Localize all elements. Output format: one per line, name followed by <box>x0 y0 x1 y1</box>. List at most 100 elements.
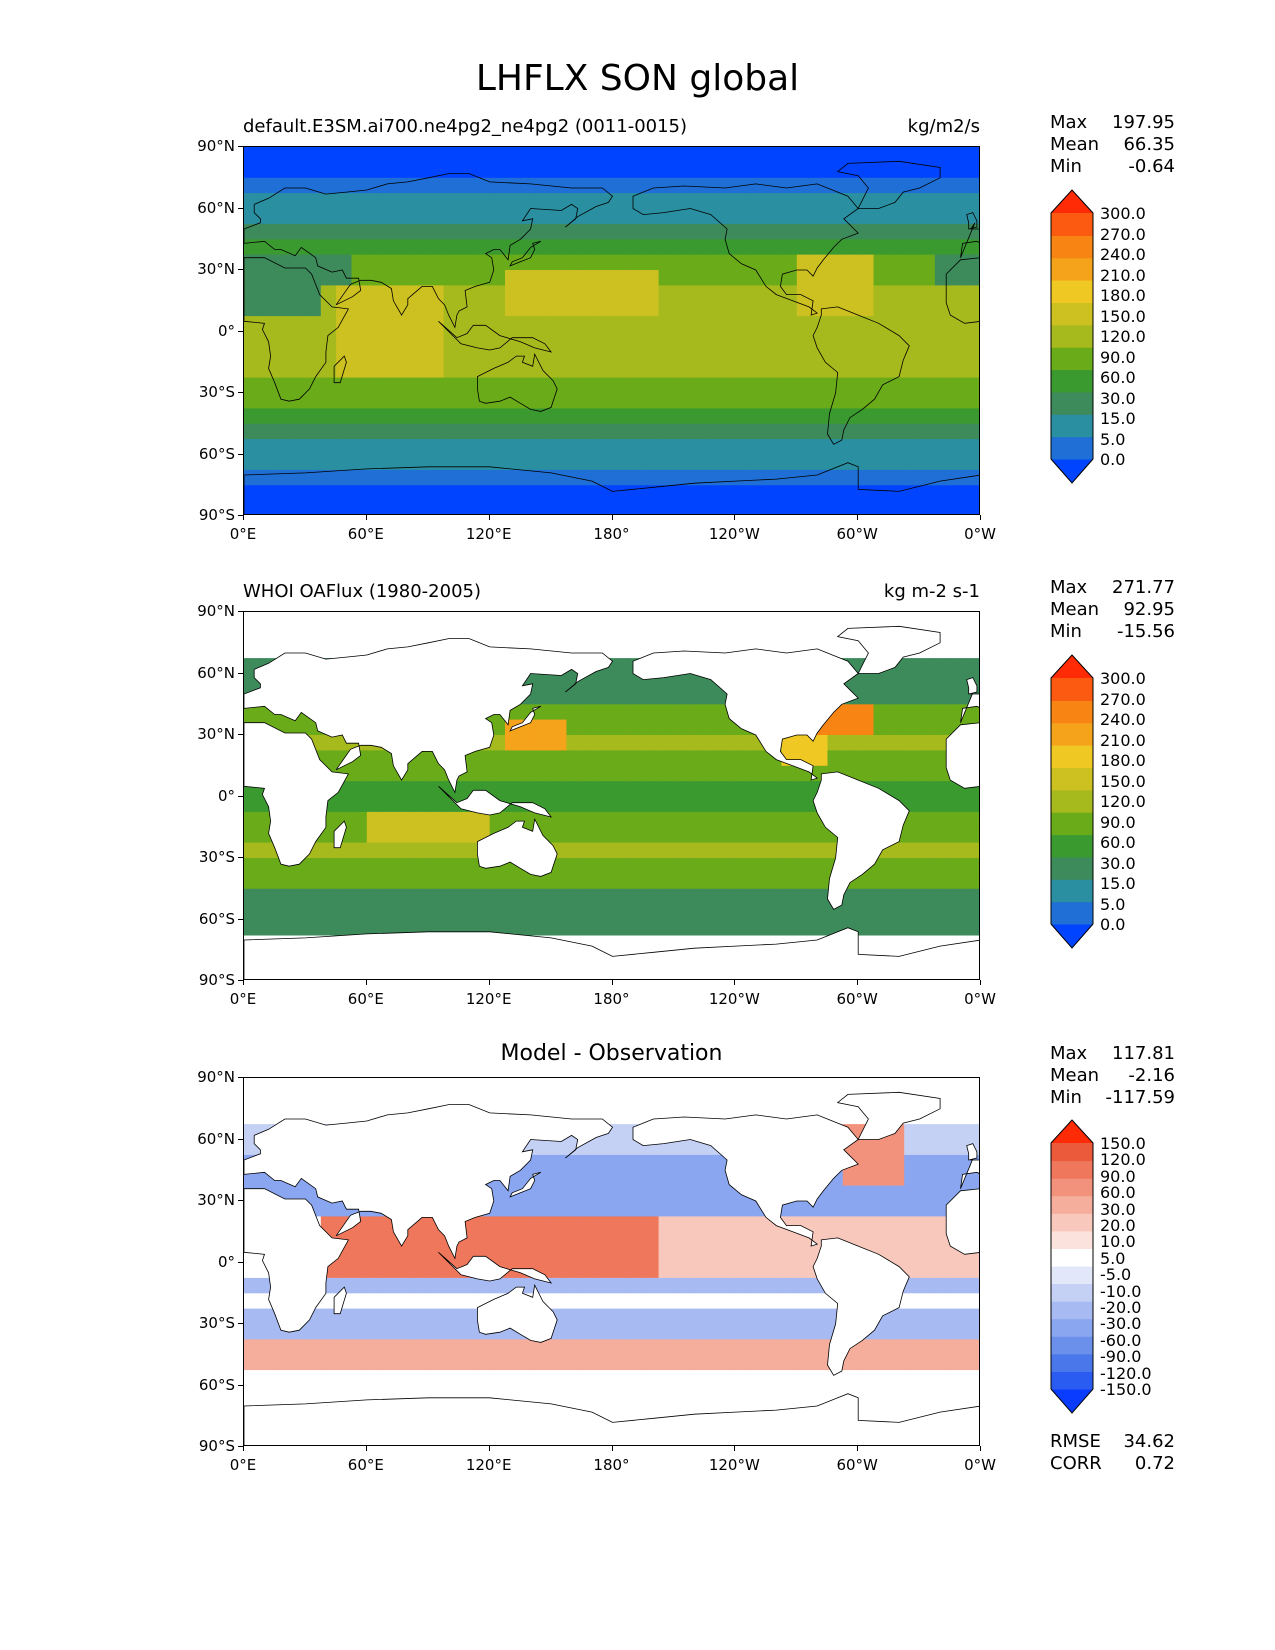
coastline-africa-west <box>945 257 979 324</box>
field-cell <box>612 1370 629 1387</box>
field-cell <box>658 873 675 890</box>
field-cell <box>336 346 353 363</box>
field-cell <box>612 285 629 302</box>
field-cell <box>950 500 967 514</box>
field-cell <box>274 1339 291 1356</box>
field-cell <box>597 1324 614 1340</box>
field-cell <box>888 1324 905 1340</box>
field-cell <box>950 673 967 690</box>
field-cell <box>658 393 675 409</box>
field-cell <box>320 393 337 409</box>
field-cell <box>934 239 951 256</box>
field-cell <box>781 239 798 256</box>
field-cell <box>842 147 859 163</box>
field-cell <box>428 423 445 440</box>
field-cell <box>597 1400 614 1417</box>
field-cell <box>459 193 475 210</box>
field-cell <box>412 254 429 271</box>
field-cell <box>412 300 429 317</box>
field-cell <box>704 919 721 936</box>
field-cell <box>965 423 979 440</box>
field-cell <box>551 858 568 874</box>
field-cell <box>320 827 337 844</box>
field-cell <box>397 1277 414 1294</box>
lon-tick-mark <box>611 980 613 985</box>
field-cell <box>827 1078 844 1094</box>
lat-tick-mark <box>238 146 243 147</box>
colorbar-tick-label: 300.0 <box>1100 669 1146 688</box>
field-cell <box>950 904 967 921</box>
field-cell <box>351 147 368 163</box>
field-cell <box>873 919 890 936</box>
field-cell <box>766 485 782 502</box>
field-cell <box>796 888 813 905</box>
field-cell <box>259 193 276 210</box>
field-cell <box>320 1293 337 1310</box>
field-cell <box>290 873 307 890</box>
field-cell <box>412 1354 429 1371</box>
field-cell <box>735 362 752 379</box>
field-cell <box>305 1324 322 1340</box>
field-cell <box>643 439 660 456</box>
field-cell <box>428 331 445 348</box>
field-cell <box>612 393 629 409</box>
field-cell <box>873 485 890 502</box>
colorbar-segment <box>1051 678 1093 701</box>
field-cell <box>397 254 414 271</box>
field-cell <box>351 223 368 240</box>
field-cell <box>597 765 614 782</box>
field-cell <box>781 223 798 240</box>
field-cell <box>888 239 905 256</box>
field-cell <box>858 147 875 163</box>
field-cell <box>812 1324 829 1340</box>
field-cell <box>735 735 752 751</box>
field-cell <box>489 377 506 394</box>
field-cell <box>244 423 260 440</box>
field-cell <box>750 239 767 256</box>
field-cell <box>658 223 675 240</box>
colorbar-tick-label: 0.0 <box>1100 915 1126 934</box>
field-cell <box>627 888 644 905</box>
field-cell <box>950 1354 967 1371</box>
field-cell <box>551 316 568 333</box>
field-cell <box>704 1339 721 1356</box>
field-cell <box>551 735 568 751</box>
field-cell <box>673 811 690 828</box>
stat-value: 117.81 <box>1112 1043 1175 1064</box>
field-cell <box>428 208 445 225</box>
field-cell <box>827 408 844 425</box>
field-cell <box>919 469 936 486</box>
field-cell <box>796 1277 813 1294</box>
field-cell <box>888 750 905 767</box>
field-cell <box>290 331 307 348</box>
lat-tick-mark <box>238 857 243 858</box>
field-cell <box>934 377 951 394</box>
field-cell <box>704 1277 721 1294</box>
field-cell <box>597 1231 614 1248</box>
field-cell <box>873 500 890 514</box>
field-cell <box>643 223 660 240</box>
field-cell <box>505 919 521 936</box>
field-cell <box>382 500 399 514</box>
field-cell <box>704 408 721 425</box>
field-cell <box>904 842 921 859</box>
field-cell <box>535 439 552 456</box>
stat-row: Max 271.77 <box>1050 577 1175 599</box>
field-cell <box>397 285 414 302</box>
field-cell <box>766 177 782 194</box>
field-cell <box>612 1093 629 1110</box>
field-cell <box>965 1093 979 1110</box>
field-cell <box>535 377 552 394</box>
field-cell <box>274 162 291 179</box>
lon-tick-label: 120°W <box>708 525 760 543</box>
field-cell <box>888 485 905 502</box>
field-cell <box>950 162 967 179</box>
field-cell <box>274 254 291 271</box>
panel-stats: Max 197.95 Mean 66.35 Min -0.64 <box>1050 112 1175 178</box>
field-cell <box>274 208 291 225</box>
field-cell <box>459 208 475 225</box>
field-cell <box>904 223 921 240</box>
field-cell <box>505 439 521 456</box>
field-cell <box>597 393 614 409</box>
field-cell <box>612 704 629 721</box>
